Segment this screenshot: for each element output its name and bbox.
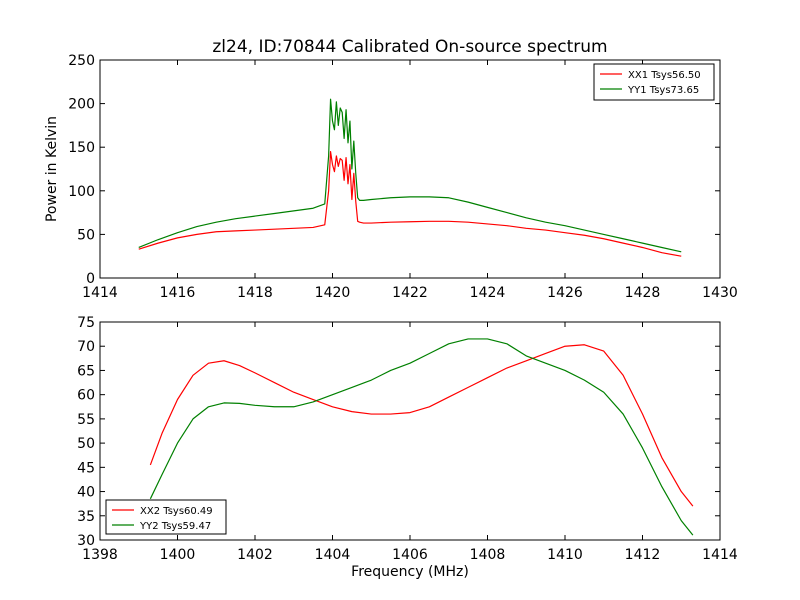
- x-tick-label: 1428: [625, 285, 661, 301]
- x-tick-label: 1402: [237, 547, 273, 563]
- legend-label: XX1 Tsys56.50: [628, 70, 701, 81]
- y-tick-label: 30: [77, 533, 95, 549]
- x-tick-label: 1414: [702, 547, 738, 563]
- legend: XX1 Tsys56.50 YY1 Tsys73.65: [593, 63, 715, 101]
- series-line-1-1: [149, 338, 694, 536]
- legend-label: YY2 Tsys59.47: [139, 521, 211, 532]
- bottom-panel: 1398 1400 1402 1404 1406 1408 1410 1412 1414 30 35…: [77, 315, 738, 580]
- x-tick-label: 1422: [392, 285, 428, 301]
- series-line-0-0: [138, 150, 682, 257]
- x-tick-label: 1410: [547, 547, 583, 563]
- x-tick-label: 1406: [392, 547, 428, 563]
- x-tick-label: 1430: [702, 285, 738, 301]
- legend-label: YY1 Tsys73.65: [627, 85, 699, 96]
- series-line-0-1: [138, 98, 682, 253]
- y-tick-label: 45: [77, 460, 95, 476]
- chart-title: zl24, ID:70844 Calibrated On-source spec…: [212, 37, 607, 57]
- top-panel: 1414 1416 1418 1420 1422 1424 1426 1428 1430 0 50 1…: [44, 37, 738, 301]
- legend-label: XX2 Tsys60.49: [140, 506, 213, 517]
- y-tick-label: 75: [77, 315, 95, 331]
- y-tick-label: 200: [68, 97, 95, 113]
- x-tick-label: 1404: [315, 547, 351, 563]
- x-tick-label: 1418: [237, 285, 273, 301]
- y-tick-label: 0: [86, 271, 95, 287]
- y-tick-label: 70: [77, 339, 95, 355]
- y-tick-label: 250: [68, 53, 95, 69]
- y-tick-label: 40: [77, 485, 95, 501]
- y-tick-label: 50: [77, 436, 95, 452]
- x-tick-label: 1414: [82, 285, 118, 301]
- x-tick-label: 1426: [547, 285, 583, 301]
- y-tick-label: 150: [68, 140, 95, 156]
- y-tick-label: 65: [77, 363, 95, 379]
- x-axis-label: Frequency (MHz): [351, 564, 469, 580]
- y-tick-label: 50: [77, 227, 95, 243]
- x-tick-label: 1400: [160, 547, 196, 563]
- y-tick-label: 35: [77, 509, 95, 525]
- x-tick-label: 1416: [160, 285, 196, 301]
- legend: XX2 Tsys60.49 YY2 Tsys59.47: [105, 499, 227, 535]
- x-tick-label: 1408: [470, 547, 506, 563]
- y-axis-label: Power in Kelvin: [44, 116, 60, 222]
- x-tick-label: 1420: [315, 285, 351, 301]
- x-tick-label: 1398: [82, 547, 118, 563]
- y-tick-label: 60: [77, 388, 95, 404]
- x-tick-label: 1424: [470, 285, 506, 301]
- y-tick-label: 55: [77, 412, 95, 428]
- x-tick-label: 1412: [625, 547, 661, 563]
- y-tick-label: 100: [68, 184, 95, 200]
- series-line-1-0: [149, 344, 694, 507]
